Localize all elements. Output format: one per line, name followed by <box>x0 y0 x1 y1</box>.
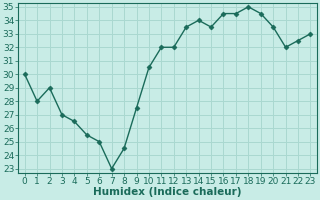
X-axis label: Humidex (Indice chaleur): Humidex (Indice chaleur) <box>93 187 242 197</box>
